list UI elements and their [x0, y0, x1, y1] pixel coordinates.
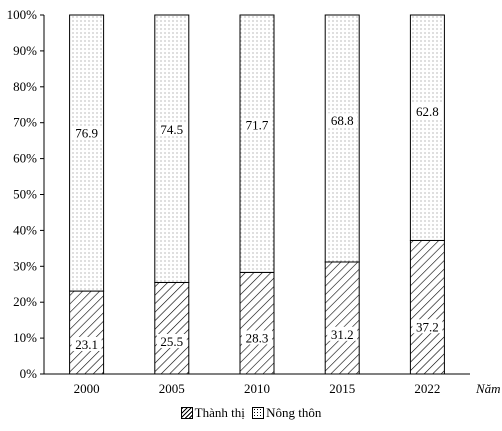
- legend-swatch-urban: [180, 407, 193, 419]
- data-label-bg: [412, 319, 443, 334]
- y-tick-label: 10%: [13, 330, 37, 345]
- bar-segment-urban: [409, 239, 445, 375]
- legend-item-urban: Thành thị: [180, 405, 245, 421]
- x-tick-label: 2010: [244, 381, 270, 396]
- y-tick-label: 60%: [13, 151, 37, 166]
- bar-segment-rural: [409, 14, 445, 241]
- y-tick-label: 80%: [13, 79, 37, 94]
- data-label: 71.7: [246, 118, 269, 133]
- y-tick-label: 30%: [13, 258, 37, 273]
- data-label-bg: [242, 117, 272, 132]
- y-axis: 0% 10% 20% 30% 40% 50% 60% 70% 80% 90% 100%: [7, 7, 45, 381]
- data-label: 25.5: [160, 334, 183, 349]
- bars: 23.1 76.9 25.5 74.5 28.3 71.7 31.2 68.8 37.2 62.8: [69, 14, 445, 375]
- bar-segment-rural: [69, 14, 105, 292]
- data-label: 68.8: [331, 113, 354, 128]
- x-tick-label: 2000: [74, 381, 100, 396]
- data-label-bg: [156, 122, 187, 137]
- data-label-bg: [327, 113, 358, 128]
- x-axis-label: Năm: [475, 381, 501, 396]
- data-label-bg: [327, 326, 358, 341]
- legend: Thành thị Nông thôn: [0, 405, 502, 423]
- bar-segment-rural: [154, 14, 190, 283]
- data-label-bg: [412, 103, 443, 118]
- x-tick-label: 2015: [329, 381, 355, 396]
- bar-segment-urban: [239, 271, 275, 375]
- data-label-bg: [71, 125, 102, 140]
- bar-segment-rural: [324, 14, 360, 263]
- legend-label-urban: Thành thị: [194, 405, 245, 420]
- x-tick-label: 2022: [414, 381, 440, 396]
- y-tick-label: 100%: [7, 7, 38, 22]
- data-label: 31.2: [331, 327, 354, 342]
- y-tick-label: 0%: [20, 366, 38, 381]
- y-tick-label: 90%: [13, 43, 37, 58]
- legend-swatch-rural: [252, 407, 265, 419]
- data-label-bg: [156, 333, 187, 348]
- legend-label-rural: Nông thôn: [266, 405, 322, 420]
- bar-segment-urban: [69, 290, 105, 375]
- data-label: 37.2: [416, 319, 439, 334]
- data-label-bg: [71, 336, 102, 351]
- bar-segment-urban: [324, 261, 360, 375]
- legend-item-rural: Nông thôn: [252, 405, 321, 421]
- y-tick-label: 40%: [13, 222, 37, 237]
- data-label: 62.8: [416, 104, 439, 119]
- y-tick-label: 70%: [13, 115, 37, 130]
- x-axis: 2000 2005 2010 2015 2022 Năm: [44, 373, 501, 396]
- y-tick-label: 20%: [13, 294, 37, 309]
- data-label: 23.1: [75, 337, 98, 352]
- data-label: 28.3: [246, 330, 269, 345]
- data-label: 74.5: [160, 122, 183, 137]
- x-tick-label: 2005: [159, 381, 185, 396]
- bar-segment-urban: [154, 281, 190, 375]
- y-tick-label: 50%: [13, 187, 37, 202]
- data-label: 76.9: [75, 126, 98, 141]
- bar-segment-rural: [239, 14, 275, 273]
- data-label-bg: [242, 330, 272, 345]
